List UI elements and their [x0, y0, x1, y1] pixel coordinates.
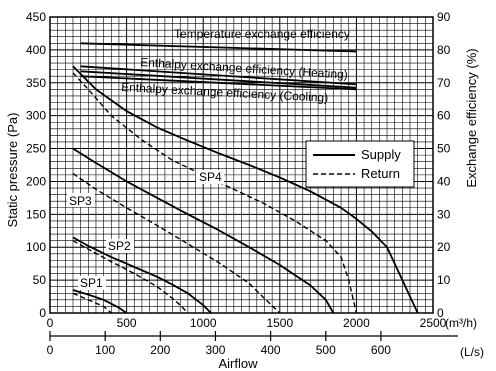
y-left-tick-label: 350: [26, 76, 46, 90]
x-bottom-tick-label: 300: [205, 343, 225, 357]
y-axis-left-label: Static pressure (Pa): [5, 113, 20, 228]
efficiency-curve: [80, 70, 357, 89]
label-sp2: SP2: [108, 239, 131, 253]
efficiency-curve: [80, 42, 357, 53]
y-left-tick-label: 450: [26, 10, 46, 24]
pressure-curves: [72, 65, 419, 314]
y-right-tick-label: 30: [437, 207, 451, 221]
y-right-tick-label: 50: [437, 142, 451, 156]
x-top-tick-label: 500: [117, 316, 137, 330]
x-bottom-tick-label: 400: [261, 343, 281, 357]
annotation-temperature-efficiency: Temperature exchange efficiency: [174, 27, 350, 41]
pressure-curve-sp2-return: [72, 239, 189, 314]
y-left-tick-label: 400: [26, 43, 46, 57]
pressure-curve-sp3-supply: [72, 147, 335, 314]
x-top-tick-label: 1500: [266, 316, 293, 330]
plot-frame: [49, 16, 458, 341]
legend-box: [305, 140, 415, 188]
y-right-tick-label: 0: [437, 306, 444, 320]
x-unit-top: (m³/h): [445, 316, 477, 330]
legend-supply-label: Supply: [361, 147, 401, 162]
x-bottom-tick-label: 0: [47, 343, 54, 357]
x-bottom-tick-label: 600: [371, 343, 391, 357]
y-left-tick-label: 250: [26, 142, 46, 156]
tick-labels: 0 50 100 150 200 250 300 350 400 450 0 10 20 30 40 50 60…: [26, 10, 451, 357]
x-top-tick-label: 2000: [343, 316, 370, 330]
pressure-curve-sp1-return: [72, 292, 112, 314]
y-left-tick-label: 300: [26, 109, 46, 123]
x-bottom-tick-label: 100: [95, 343, 115, 357]
y-right-tick-label: 20: [437, 240, 451, 254]
y-left-tick-label: 150: [26, 207, 46, 221]
x-top-tick-label: 2500: [420, 316, 447, 330]
label-sp3: SP3: [69, 194, 92, 208]
x-bottom-tick-label: 200: [150, 343, 170, 357]
y-right-tick-label: 80: [437, 43, 451, 57]
pressure-curve-sp4-supply: [72, 65, 419, 314]
y-axis-right-label: Exchange efficiency (%): [464, 48, 479, 187]
efficiency-curve: [80, 65, 357, 86]
y-right-tick-label: 10: [437, 273, 451, 287]
x-top-tick-label: 0: [47, 316, 54, 330]
y-right-tick-label: 90: [437, 10, 451, 24]
y-left-tick-label: 200: [26, 174, 46, 188]
y-right-tick-label: 40: [437, 174, 451, 188]
y-left-tick-label: 50: [33, 273, 47, 287]
x-top-tick-label: 1000: [190, 316, 217, 330]
pressure-curve-sp2-supply: [72, 236, 212, 314]
y-right-tick-label: 70: [437, 76, 451, 90]
legend-return-label: Return: [361, 166, 400, 181]
efficiency-curves: [80, 42, 357, 91]
x-unit-bottom: (L/s): [460, 345, 484, 359]
label-sp4: SP4: [199, 170, 222, 184]
y-left-tick-label: 0: [39, 306, 46, 320]
plot-border: [49, 16, 434, 314]
pressure-curve-sp4-return: [72, 72, 358, 314]
y-left-tick-label: 100: [26, 240, 46, 254]
pressure-curve-sp1-supply: [72, 289, 128, 314]
y-right-tick-label: 60: [437, 109, 451, 123]
x-axis-label: Airflow: [218, 356, 258, 371]
legend: Supply Return: [305, 140, 415, 188]
efficiency-curve: [80, 75, 357, 91]
x-bottom-tick-label: 500: [316, 343, 336, 357]
label-sp1: SP1: [80, 276, 103, 290]
